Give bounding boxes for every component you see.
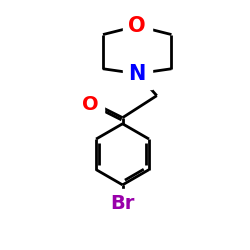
Text: Br: Br: [110, 194, 135, 214]
Text: O: O: [82, 95, 98, 114]
Text: O: O: [128, 16, 146, 36]
Text: N: N: [128, 64, 146, 84]
